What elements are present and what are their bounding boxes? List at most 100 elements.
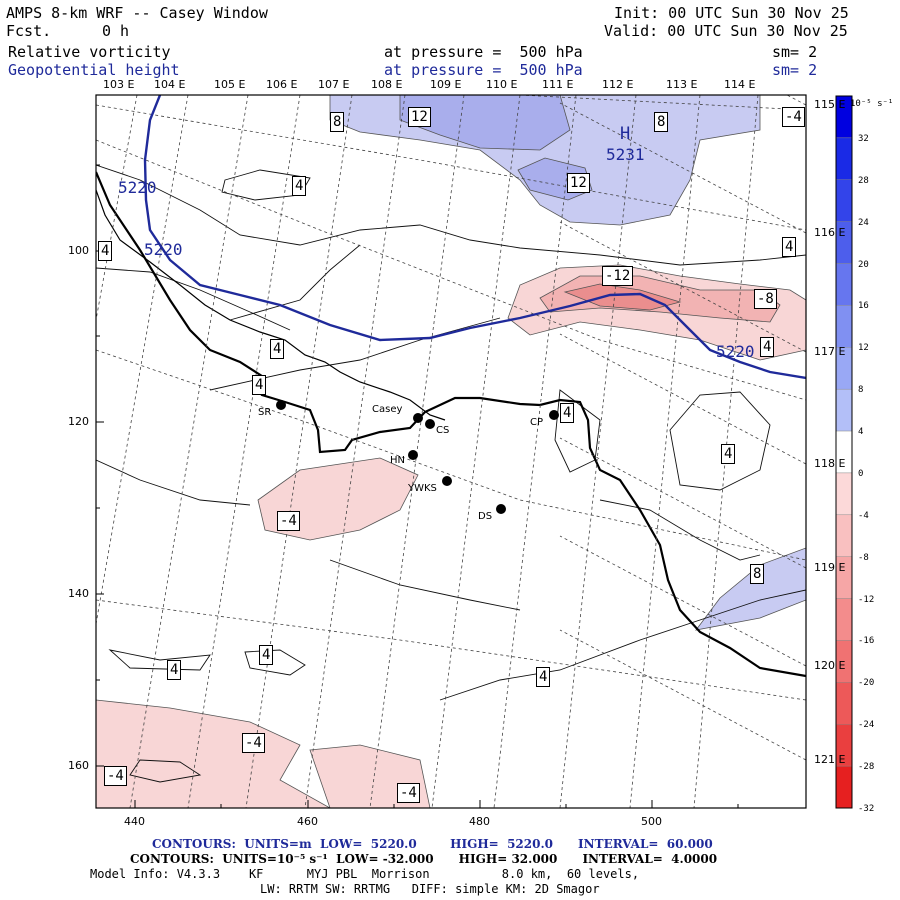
station-marker <box>413 413 423 423</box>
station-marker <box>549 410 559 420</box>
field1-level: at pressure = 500 hPa <box>384 43 583 61</box>
x-tick-label: 500 <box>641 815 662 828</box>
vort-contours <box>96 164 806 783</box>
field2-smoothing: sm= 2 <box>772 61 818 79</box>
init-time: Init: 00 UTC Sun 30 Nov 25 <box>614 4 849 22</box>
vort-positive-east <box>695 547 806 631</box>
longitude-label: 109 E <box>430 78 462 91</box>
valid-time: Valid: 00 UTC Sun 30 Nov 25 <box>604 22 848 40</box>
x-tick-label: 480 <box>469 815 490 828</box>
station-label: HN <box>390 455 405 466</box>
longitude-label: 108 E <box>371 78 403 91</box>
colorbar-tick-label: 12 <box>858 343 869 354</box>
station-marker <box>496 504 506 514</box>
vorticity-contour-label: 8 <box>330 112 345 132</box>
vorticity-contour-label: 12 <box>408 107 431 127</box>
vorticity-contour-label: -4 <box>397 783 420 803</box>
y-tick-label: 100 <box>68 244 89 257</box>
colorbar-tick-label: 0 <box>858 468 864 479</box>
x-tick-label: 460 <box>297 815 318 828</box>
field2-name: Geopotential height <box>8 61 180 79</box>
longitude-label: 114 E <box>724 78 756 91</box>
footer-model-info: Model Info: V4.3.3 KF MYJ PBL Morrison 8… <box>90 867 640 881</box>
fcst-label: Fcst. <box>6 22 52 40</box>
fcst-value: 0 h <box>102 22 130 40</box>
high-marker: H <box>620 124 631 144</box>
colorbar-segment <box>835 598 853 641</box>
footer-vort-contours: CONTOURS: UNITS=10⁻⁵ s⁻¹ LOW= -32.000 HI… <box>130 852 718 866</box>
vorticity-contour-label: 4 <box>782 237 797 257</box>
vorticity-contour-label: 8 <box>654 112 669 132</box>
field1-name: Relative vorticity <box>8 43 171 61</box>
colorbar-segment <box>835 514 853 557</box>
colorbar-segment <box>835 765 853 809</box>
vorticity-contour-label: 4 <box>259 645 274 665</box>
station-marker <box>408 450 418 460</box>
longitude-label: 106 E <box>266 78 298 91</box>
latitude-grid <box>96 95 806 701</box>
height-label: 5220 <box>716 342 755 361</box>
station-markers <box>276 400 559 514</box>
longitude-label: 119 E <box>814 561 846 574</box>
longitude-label: 118 E <box>814 457 846 470</box>
station-label: SR <box>258 407 272 418</box>
longitude-label: 115 E <box>814 98 846 111</box>
station-label: YWKS <box>408 483 437 494</box>
y-tick-label: 160 <box>68 759 89 772</box>
longitude-label: 111 E <box>542 78 574 91</box>
colorbar-segment <box>835 263 853 306</box>
longitude-label: 120 E <box>814 659 846 672</box>
station-marker <box>276 400 286 410</box>
map-content <box>96 95 806 808</box>
station-label: CP <box>530 417 544 428</box>
longitude-label: 116 E <box>814 226 846 239</box>
ice-edge <box>96 189 446 421</box>
station-label: CS <box>436 425 450 436</box>
coastline <box>96 171 806 678</box>
vorticity-contour-label: 8 <box>750 564 765 584</box>
colorbar-segment <box>835 137 853 180</box>
height-label: 5220 <box>144 240 183 259</box>
colorbar <box>835 95 853 809</box>
colorbar-tick-label: 24 <box>858 217 869 228</box>
vorticity-contour-label: 4 <box>721 444 736 464</box>
longitude-label: 107 E <box>318 78 350 91</box>
vorticity-contour-label: 4 <box>252 375 267 395</box>
colorbar-tick-label: -8 <box>858 552 869 563</box>
station-label: Casey <box>372 404 403 415</box>
vorticity-contour-label: -4 <box>277 511 300 531</box>
footer-height-contours: CONTOURS: UNITS=m LOW= 5220.0 HIGH= 5220… <box>152 837 713 851</box>
vort-negative-sw <box>96 699 331 808</box>
vort-negative-core <box>563 283 682 311</box>
footer-physics: LW: RRTM SW: RRTMG DIFF: simple KM: 2D S… <box>260 882 600 896</box>
colorbar-tick-label: 8 <box>858 385 864 396</box>
colorbar-tick-label: -4 <box>858 510 869 521</box>
vorticity-contour-label: -4 <box>104 766 127 786</box>
y-tick-label: 140 <box>68 587 89 600</box>
y-tick-label: 120 <box>68 415 89 428</box>
vorticity-contour-label: 4 <box>536 667 551 687</box>
vorticity-contour-label: 4 <box>560 403 575 423</box>
station-label: DS <box>478 511 493 522</box>
map-frame <box>95 94 807 809</box>
colorbar-tick-label: 20 <box>858 259 869 270</box>
colorbar-segment <box>835 305 853 348</box>
longitude-label: 110 E <box>486 78 518 91</box>
field1-smoothing: sm= 2 <box>772 43 818 61</box>
height-label: 5220 <box>118 178 157 197</box>
longitude-grid <box>96 95 806 808</box>
vorticity-contour-label: 4 <box>760 337 775 357</box>
vorticity-contour-label: -12 <box>602 266 634 286</box>
vorticity-contour-label: -4 <box>782 107 805 127</box>
longitude-label: 103 E <box>103 78 135 91</box>
longitude-label: 121 E <box>814 753 846 766</box>
longitude-label: 104 E <box>154 78 186 91</box>
vorticity-contour-label: 4 <box>292 176 307 196</box>
high-value: 5231 <box>606 145 645 164</box>
colorbar-tick-label: 4 <box>858 427 864 438</box>
longitude-label: 112 E <box>602 78 634 91</box>
chart-title: AMPS 8-km WRF -- Casey Window <box>6 4 268 22</box>
colorbar-tick-label: -12 <box>858 594 875 605</box>
longitude-label: 105 E <box>214 78 246 91</box>
